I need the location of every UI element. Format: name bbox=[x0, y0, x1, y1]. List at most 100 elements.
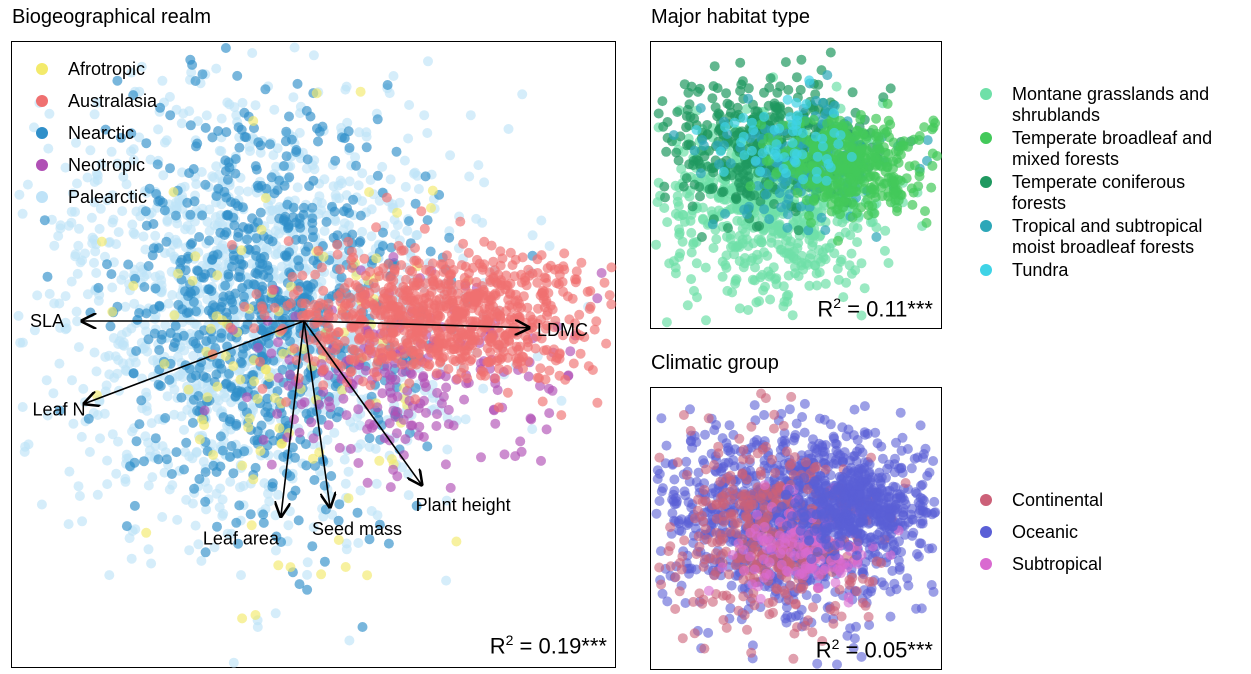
data-point bbox=[721, 88, 732, 99]
data-point bbox=[308, 522, 319, 533]
data-point bbox=[707, 93, 718, 104]
data-point bbox=[236, 245, 247, 256]
data-point bbox=[143, 544, 154, 555]
data-point bbox=[364, 433, 375, 444]
data-point bbox=[92, 97, 103, 108]
data-point bbox=[229, 102, 240, 113]
data-point bbox=[697, 135, 708, 145]
data-point bbox=[333, 180, 344, 191]
data-point bbox=[141, 138, 152, 149]
data-point bbox=[356, 308, 367, 319]
data-point bbox=[361, 142, 372, 153]
data-point bbox=[386, 282, 397, 292]
data-point bbox=[445, 150, 456, 161]
data-point bbox=[372, 170, 383, 181]
data-point bbox=[550, 315, 561, 326]
data-point bbox=[402, 385, 413, 396]
data-point bbox=[326, 471, 337, 481]
data-point bbox=[339, 454, 350, 465]
data-point bbox=[880, 128, 891, 139]
data-point bbox=[139, 282, 150, 292]
data-point bbox=[599, 277, 610, 288]
data-point bbox=[340, 478, 351, 489]
data-point bbox=[194, 232, 205, 242]
data-point bbox=[309, 475, 320, 485]
data-point bbox=[377, 347, 388, 358]
data-point bbox=[424, 306, 435, 317]
data-point bbox=[397, 462, 407, 473]
data-point bbox=[460, 293, 471, 304]
data-point bbox=[244, 141, 255, 152]
data-point bbox=[363, 333, 374, 344]
data-point bbox=[780, 57, 791, 68]
data-point bbox=[91, 268, 102, 278]
data-point bbox=[751, 297, 762, 308]
data-point bbox=[371, 478, 382, 489]
data-point bbox=[653, 108, 664, 119]
data-point bbox=[293, 373, 304, 384]
data-point bbox=[833, 235, 843, 246]
data-point bbox=[237, 613, 248, 624]
data-point bbox=[146, 418, 157, 429]
data-point bbox=[478, 383, 489, 394]
data-point bbox=[64, 466, 75, 477]
data-point bbox=[89, 347, 100, 358]
loading-label: SLA bbox=[30, 311, 64, 331]
data-point bbox=[54, 358, 65, 369]
data-point bbox=[661, 146, 672, 157]
data-point bbox=[698, 213, 708, 224]
data-point bbox=[306, 417, 317, 428]
data-point bbox=[85, 145, 96, 156]
data-point bbox=[410, 167, 420, 178]
data-point bbox=[570, 318, 580, 329]
data-point bbox=[355, 485, 366, 496]
data-point bbox=[148, 355, 159, 366]
data-point bbox=[125, 461, 135, 472]
data-point bbox=[316, 569, 327, 580]
data-point bbox=[883, 258, 894, 268]
data-point bbox=[839, 163, 850, 174]
data-point bbox=[266, 459, 277, 470]
data-point bbox=[194, 474, 205, 484]
data-point bbox=[249, 376, 260, 387]
data-point bbox=[334, 499, 345, 510]
data-point bbox=[198, 456, 209, 467]
data-point bbox=[191, 179, 202, 190]
data-point bbox=[477, 290, 488, 301]
data-point bbox=[200, 496, 211, 507]
data-point bbox=[355, 236, 366, 247]
data-point bbox=[190, 76, 201, 86]
data-point bbox=[226, 528, 237, 539]
data-point bbox=[771, 273, 782, 284]
data-point bbox=[696, 232, 707, 242]
data-point bbox=[811, 280, 822, 291]
data-point bbox=[204, 284, 215, 295]
data-point bbox=[464, 171, 475, 182]
data-point bbox=[493, 402, 504, 413]
data-point bbox=[392, 305, 403, 316]
data-point bbox=[760, 189, 771, 200]
data-point bbox=[517, 89, 528, 100]
data-point bbox=[848, 199, 859, 210]
data-point bbox=[421, 382, 431, 392]
data-point bbox=[535, 363, 546, 374]
data-point bbox=[808, 114, 819, 125]
realm-legend: Afrotropic Australasia Nearctic Neotropi… bbox=[36, 59, 157, 208]
data-point bbox=[202, 392, 213, 403]
data-point bbox=[427, 185, 438, 196]
data-point bbox=[96, 236, 107, 247]
legend-item-nearctic: Nearctic bbox=[36, 123, 157, 144]
data-point bbox=[298, 202, 309, 213]
loading-label: Seed mass bbox=[312, 519, 402, 539]
data-point bbox=[574, 330, 585, 341]
data-point bbox=[459, 394, 470, 405]
data-point bbox=[212, 521, 222, 532]
data-point bbox=[490, 335, 501, 346]
data-point bbox=[260, 84, 271, 95]
data-point bbox=[154, 300, 165, 311]
data-point bbox=[289, 343, 300, 354]
data-point bbox=[863, 210, 874, 221]
data-point bbox=[341, 410, 352, 421]
data-point bbox=[249, 323, 260, 334]
